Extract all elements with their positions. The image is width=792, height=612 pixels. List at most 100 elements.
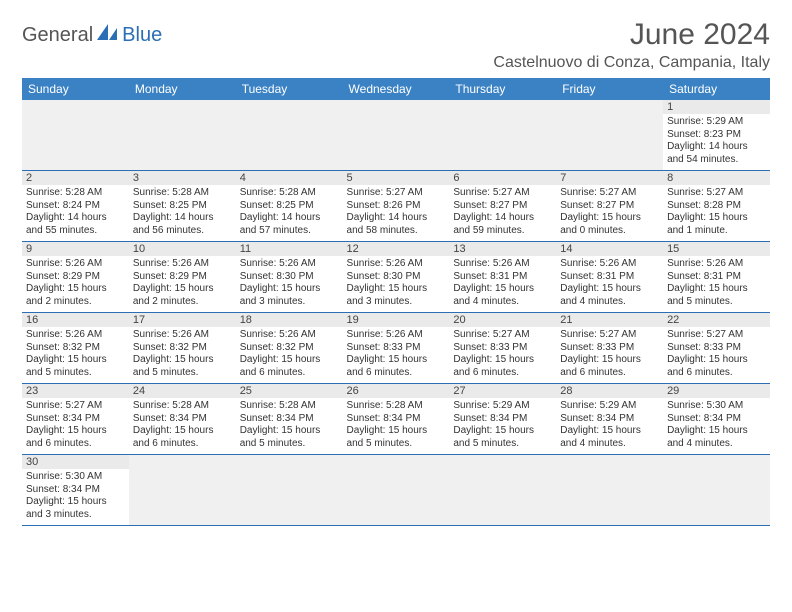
sunrise-line: Sunrise: 5:26 AM bbox=[133, 329, 232, 342]
calendar-row: 23Sunrise: 5:27 AMSunset: 8:34 PMDayligh… bbox=[22, 384, 770, 455]
day-info: Sunrise: 5:27 AMSunset: 8:33 PMDaylight:… bbox=[556, 327, 663, 383]
day-info: Sunrise: 5:26 AMSunset: 8:29 PMDaylight:… bbox=[129, 256, 236, 312]
day-cell: 27Sunrise: 5:29 AMSunset: 8:34 PMDayligh… bbox=[449, 384, 556, 455]
day-cell: 21Sunrise: 5:27 AMSunset: 8:33 PMDayligh… bbox=[556, 313, 663, 384]
day-cell: 13Sunrise: 5:26 AMSunset: 8:31 PMDayligh… bbox=[449, 242, 556, 313]
sunrise-line: Sunrise: 5:29 AM bbox=[560, 400, 659, 413]
day-number: 19 bbox=[343, 313, 450, 327]
day-number: 22 bbox=[663, 313, 770, 327]
sunrise-line: Sunrise: 5:26 AM bbox=[240, 258, 339, 271]
sunset-line: Sunset: 8:29 PM bbox=[26, 271, 125, 284]
day-number: 1 bbox=[663, 100, 770, 114]
day-header: Sunday bbox=[22, 78, 129, 100]
title-block: June 2024 Castelnuovo di Conza, Campania… bbox=[493, 18, 770, 72]
daylight-line: Daylight: 14 hours and 59 minutes. bbox=[453, 212, 552, 237]
day-number: 14 bbox=[556, 242, 663, 256]
day-info: Sunrise: 5:30 AMSunset: 8:34 PMDaylight:… bbox=[663, 398, 770, 454]
calendar-row: 16Sunrise: 5:26 AMSunset: 8:32 PMDayligh… bbox=[22, 313, 770, 384]
calendar-row: 30Sunrise: 5:30 AMSunset: 8:34 PMDayligh… bbox=[22, 455, 770, 526]
daylight-line: Daylight: 15 hours and 3 minutes. bbox=[347, 283, 446, 308]
sunset-line: Sunset: 8:27 PM bbox=[560, 200, 659, 213]
day-number: 26 bbox=[343, 384, 450, 398]
day-info: Sunrise: 5:27 AMSunset: 8:34 PMDaylight:… bbox=[22, 398, 129, 454]
day-cell: 7Sunrise: 5:27 AMSunset: 8:27 PMDaylight… bbox=[556, 171, 663, 242]
day-cell: 12 Sunrise: 5:26 AMSunset: 8:30 PMDayligh… bbox=[343, 242, 450, 313]
daylight-line: Daylight: 15 hours and 3 minutes. bbox=[26, 496, 125, 521]
day-number: 17 bbox=[129, 313, 236, 327]
day-header: Friday bbox=[556, 78, 663, 100]
sunrise-line: Sunrise: 5:28 AM bbox=[347, 400, 446, 413]
sunset-line: Sunset: 8:32 PM bbox=[26, 342, 125, 355]
day-info: Sunrise: 5:29 AMSunset: 8:34 PMDaylight:… bbox=[556, 398, 663, 454]
empty-cell bbox=[129, 100, 236, 171]
sunrise-line: Sunrise: 5:26 AM bbox=[667, 258, 766, 271]
day-number: 7 bbox=[556, 171, 663, 185]
day-cell: 17Sunrise: 5:26 AMSunset: 8:32 PMDayligh… bbox=[129, 313, 236, 384]
calendar-row: 9Sunrise: 5:26 AMSunset: 8:29 PMDaylight… bbox=[22, 242, 770, 313]
day-number: 12 bbox=[343, 242, 450, 256]
sunset-line: Sunset: 8:31 PM bbox=[453, 271, 552, 284]
empty-cell bbox=[556, 100, 663, 171]
sunset-line: Sunset: 8:34 PM bbox=[26, 484, 125, 497]
daylight-line: Daylight: 14 hours and 54 minutes. bbox=[667, 141, 766, 166]
day-info: Sunrise: 5:26 AMSunset: 8:30 PMDaylight:… bbox=[236, 256, 343, 312]
day-header: Monday bbox=[129, 78, 236, 100]
day-cell: 16Sunrise: 5:26 AMSunset: 8:32 PMDayligh… bbox=[22, 313, 129, 384]
sunset-line: Sunset: 8:33 PM bbox=[560, 342, 659, 355]
day-info: Sunrise: 5:28 AMSunset: 8:25 PMDaylight:… bbox=[236, 185, 343, 241]
day-info: Sunrise: 5:27 AMSunset: 8:33 PMDaylight:… bbox=[449, 327, 556, 383]
daylight-line: Daylight: 15 hours and 5 minutes. bbox=[240, 425, 339, 450]
empty-cell bbox=[343, 455, 450, 526]
day-number: 30 bbox=[22, 455, 129, 469]
daylight-line: Daylight: 15 hours and 5 minutes. bbox=[347, 425, 446, 450]
daylight-line: Daylight: 14 hours and 58 minutes. bbox=[347, 212, 446, 237]
sunset-line: Sunset: 8:26 PM bbox=[347, 200, 446, 213]
empty-cell bbox=[236, 100, 343, 171]
sunrise-line: Sunrise: 5:26 AM bbox=[240, 329, 339, 342]
sunrise-line: Sunrise: 5:28 AM bbox=[240, 187, 339, 200]
day-header: Wednesday bbox=[343, 78, 450, 100]
sunset-line: Sunset: 8:30 PM bbox=[347, 271, 446, 284]
day-number: 5 bbox=[343, 171, 450, 185]
sunset-line: Sunset: 8:32 PM bbox=[240, 342, 339, 355]
location: Castelnuovo di Conza, Campania, Italy bbox=[493, 54, 770, 72]
daylight-line: Daylight: 15 hours and 1 minute. bbox=[667, 212, 766, 237]
sunset-line: Sunset: 8:31 PM bbox=[560, 271, 659, 284]
day-cell: 3Sunrise: 5:28 AMSunset: 8:25 PMDaylight… bbox=[129, 171, 236, 242]
sunset-line: Sunset: 8:25 PM bbox=[240, 200, 339, 213]
daylight-line: Daylight: 15 hours and 2 minutes. bbox=[133, 283, 232, 308]
day-info: Sunrise: 5:27 AMSunset: 8:28 PMDaylight:… bbox=[663, 185, 770, 241]
sunset-line: Sunset: 8:27 PM bbox=[453, 200, 552, 213]
day-cell: 29Sunrise: 5:30 AMSunset: 8:34 PMDayligh… bbox=[663, 384, 770, 455]
day-info: Sunrise: 5:27 AMSunset: 8:26 PMDaylight:… bbox=[343, 185, 450, 241]
logo-text-general: General bbox=[22, 24, 93, 47]
sunrise-line: Sunrise: 5:26 AM bbox=[347, 258, 446, 271]
day-cell: 8Sunrise: 5:27 AMSunset: 8:28 PMDaylight… bbox=[663, 171, 770, 242]
day-number: 2 bbox=[22, 171, 129, 185]
day-header: Saturday bbox=[663, 78, 770, 100]
day-number: 15 bbox=[663, 242, 770, 256]
sunrise-line: Sunrise: 5:27 AM bbox=[667, 187, 766, 200]
sunset-line: Sunset: 8:34 PM bbox=[133, 413, 232, 426]
empty-cell bbox=[663, 455, 770, 526]
day-header-row: SundayMondayTuesdayWednesdayThursdayFrid… bbox=[22, 78, 770, 100]
day-cell: 11Sunrise: 5:26 AMSunset: 8:30 PMDayligh… bbox=[236, 242, 343, 313]
sunrise-line: Sunrise: 5:26 AM bbox=[133, 258, 232, 271]
sunset-line: Sunset: 8:28 PM bbox=[667, 200, 766, 213]
daylight-line: Daylight: 15 hours and 6 minutes. bbox=[347, 354, 446, 379]
sunset-line: Sunset: 8:33 PM bbox=[667, 342, 766, 355]
day-info: Sunrise: 5:27 AMSunset: 8:33 PMDaylight:… bbox=[663, 327, 770, 383]
day-info: Sunrise: 5:28 AMSunset: 8:34 PMDaylight:… bbox=[343, 398, 450, 454]
day-header: Tuesday bbox=[236, 78, 343, 100]
daylight-line: Daylight: 15 hours and 2 minutes. bbox=[26, 283, 125, 308]
sunset-line: Sunset: 8:24 PM bbox=[26, 200, 125, 213]
day-number: 16 bbox=[22, 313, 129, 327]
day-cell: 14Sunrise: 5:26 AMSunset: 8:31 PMDayligh… bbox=[556, 242, 663, 313]
sunrise-line: Sunrise: 5:28 AM bbox=[26, 187, 125, 200]
sunrise-line: Sunrise: 5:30 AM bbox=[667, 400, 766, 413]
day-info: Sunrise: 5:26 AMSunset: 8:32 PMDaylight:… bbox=[129, 327, 236, 383]
sunrise-line: Sunrise: 5:29 AM bbox=[667, 116, 766, 129]
daylight-line: Daylight: 15 hours and 6 minutes. bbox=[667, 354, 766, 379]
daylight-line: Daylight: 15 hours and 0 minutes. bbox=[560, 212, 659, 237]
day-cell: 10Sunrise: 5:26 AMSunset: 8:29 PMDayligh… bbox=[129, 242, 236, 313]
